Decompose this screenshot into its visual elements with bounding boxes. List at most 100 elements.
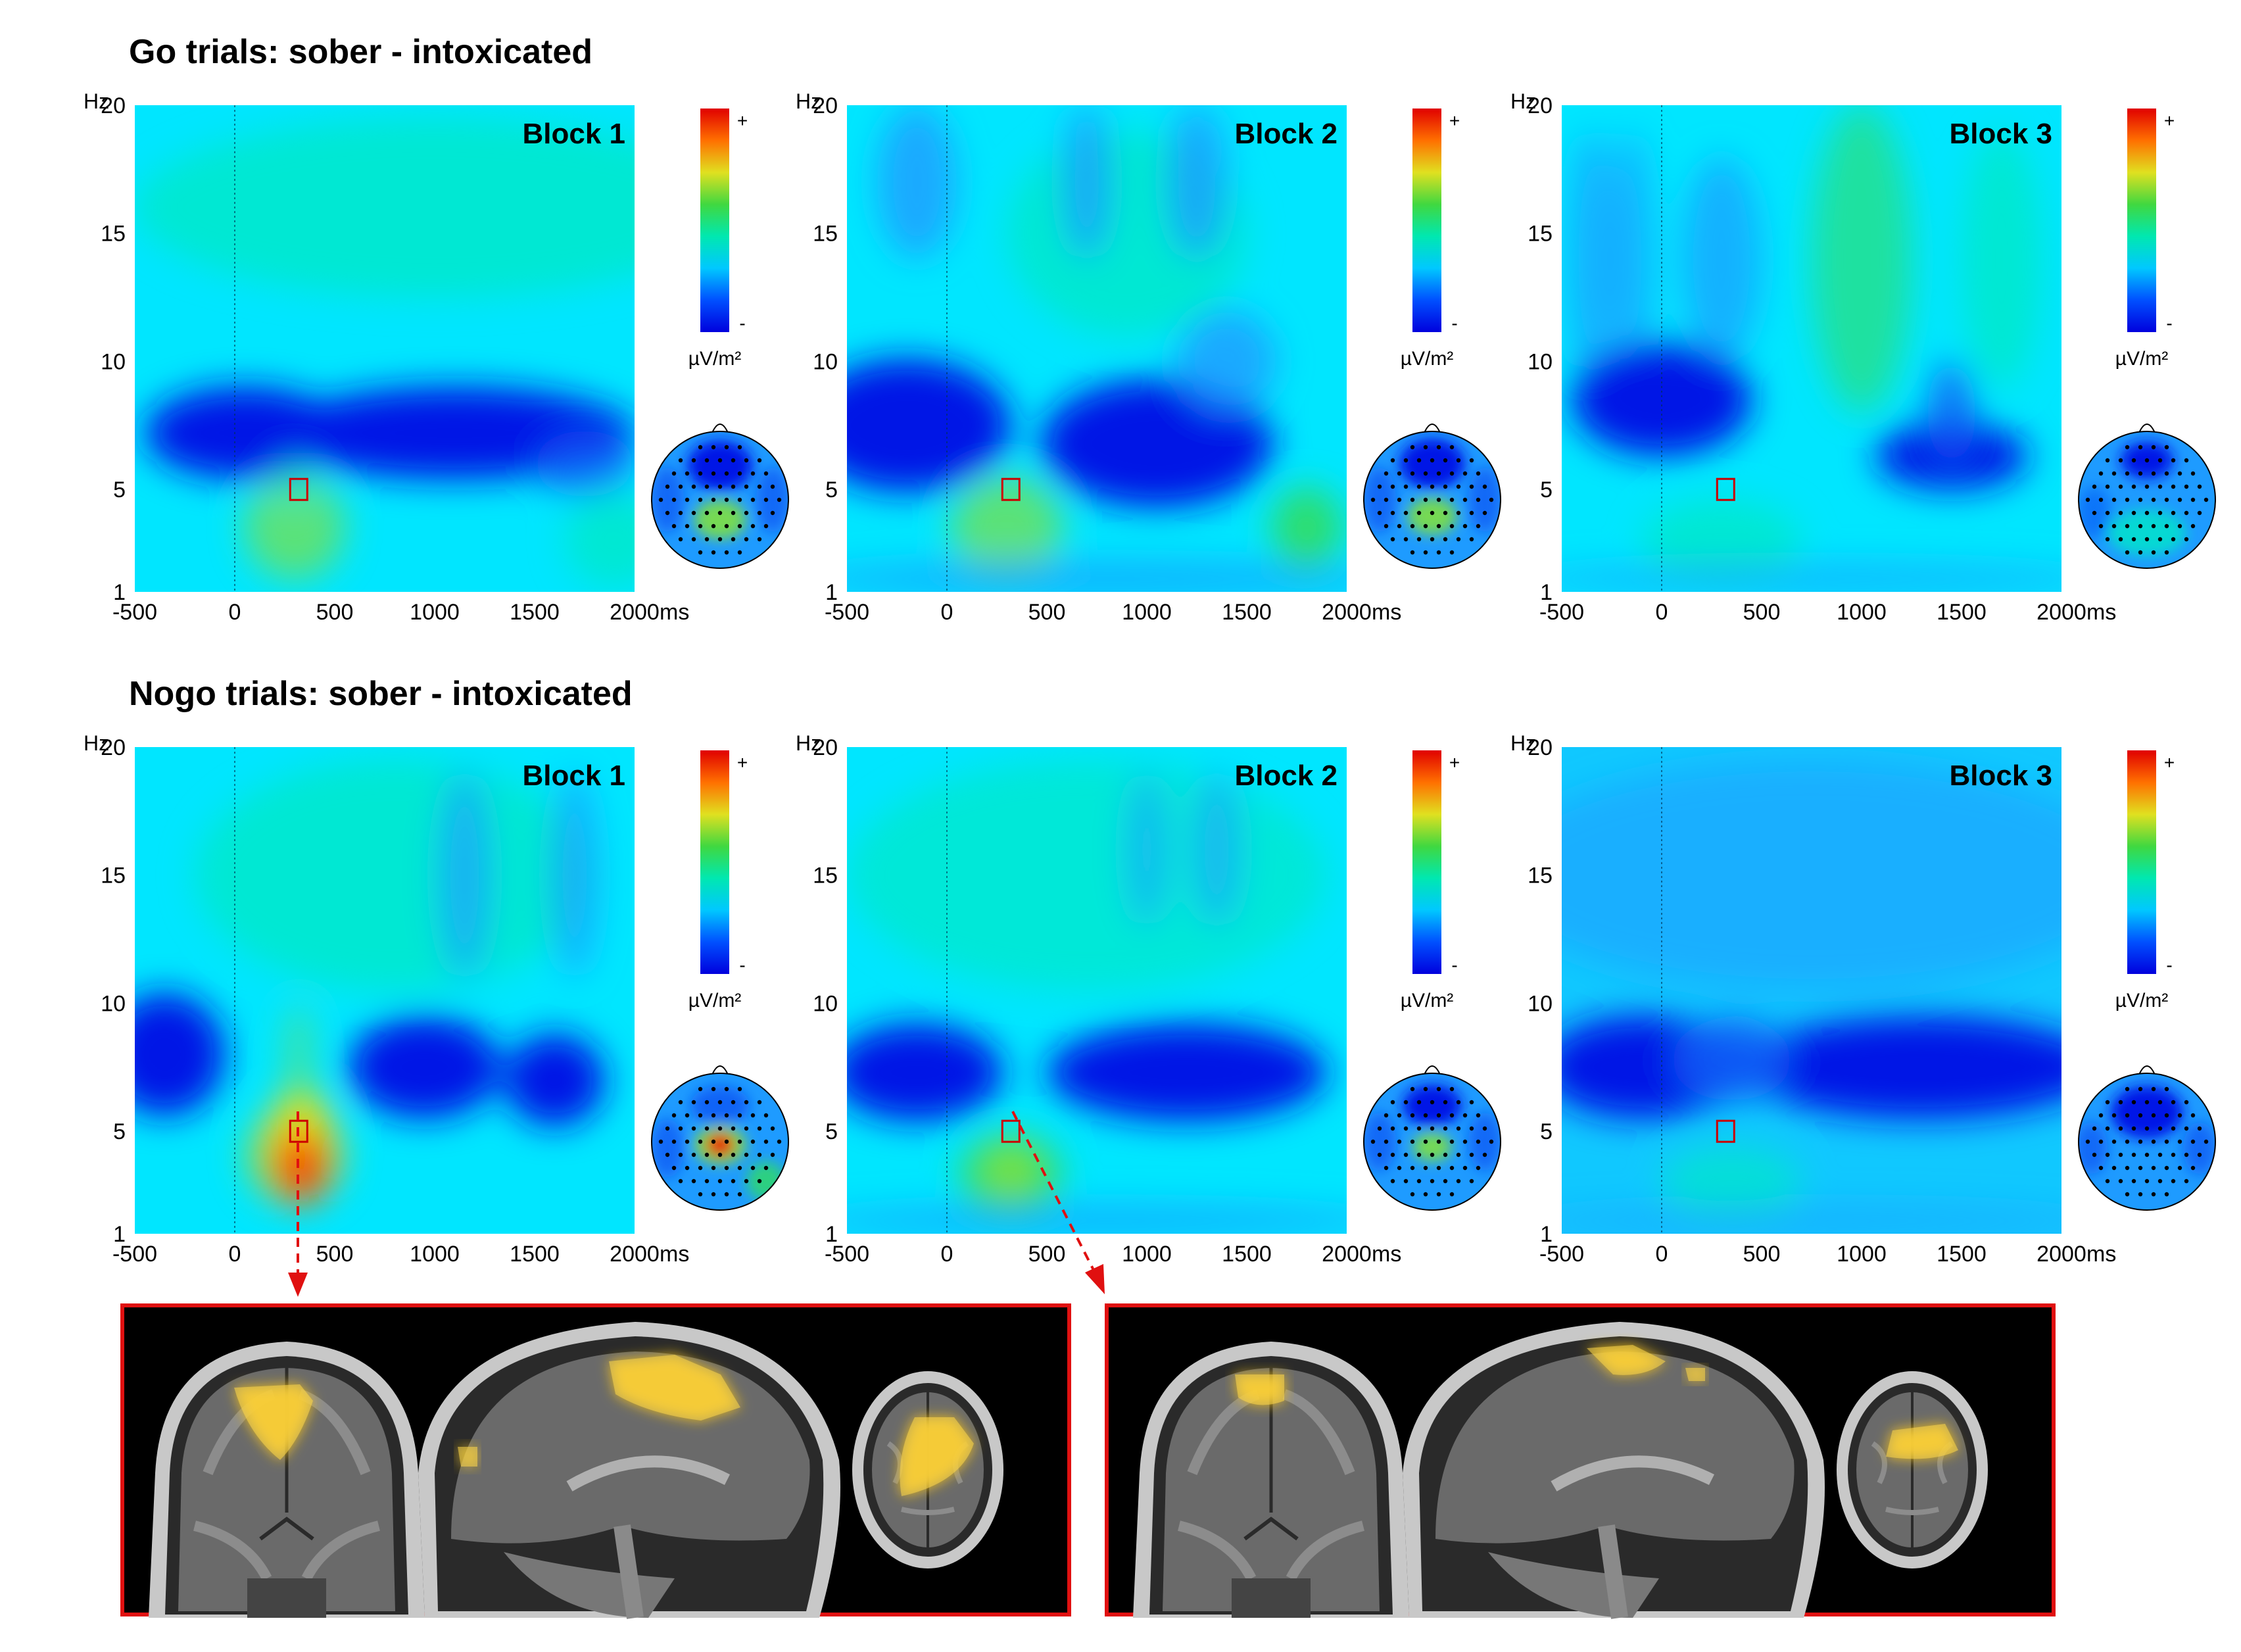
colorbar-min-label: -	[2166, 955, 2172, 975]
x-tick-label: -500	[112, 600, 157, 625]
y-tick-label: 5	[1540, 477, 1553, 502]
x-tick-label: 0	[1656, 1242, 1668, 1267]
y-unit-label: Hz	[84, 731, 109, 755]
y-tick-label: 20	[101, 93, 126, 118]
scalp-topography	[2078, 424, 2216, 569]
x-tick-label: 500	[1743, 600, 1781, 625]
x-tick-label: 2000	[1322, 1242, 1372, 1267]
colorbar	[1412, 750, 1441, 974]
x-tick-label: 0	[941, 600, 953, 625]
scalp-topography	[1363, 424, 1501, 569]
colorbar-max-label: +	[737, 110, 748, 131]
roi-box	[1716, 477, 1735, 501]
coronal-slice	[149, 1342, 425, 1618]
colorbar-unit: µV/m²	[2115, 348, 2169, 370]
nogo-row-title: Nogo trials: sober - intoxicated	[129, 675, 633, 713]
block-label: Block 1	[522, 118, 625, 150]
colorbar	[700, 109, 729, 332]
y-tick-label: 5	[113, 477, 126, 502]
y-tick-label: 20	[813, 735, 838, 760]
x-tick-label: -500	[825, 600, 869, 625]
y-tick-label: 15	[101, 222, 126, 247]
x-tick-label: 2000	[2036, 600, 2086, 625]
y-tick-label: 15	[813, 222, 838, 247]
axial-slice	[1837, 1371, 1988, 1568]
y-tick-label: 10	[101, 349, 126, 374]
coronal-slice	[1133, 1342, 1409, 1618]
activation-core	[1235, 1374, 1284, 1405]
colorbar-min-label: -	[739, 955, 745, 975]
colorbar-unit: µV/m²	[1401, 990, 1454, 1011]
roi-box	[289, 1119, 308, 1143]
colorbar	[700, 750, 729, 974]
block-label: Block 3	[1949, 760, 2052, 792]
heatmap	[135, 747, 635, 1234]
y-unit-label: Hz	[1510, 89, 1536, 113]
x-unit-label: ms	[660, 600, 689, 625]
y-tick-label: 5	[825, 477, 838, 502]
roi-box	[1001, 1119, 1021, 1143]
x-tick-label: 0	[229, 600, 241, 625]
y-tick-label: 20	[813, 93, 838, 118]
x-tick-label: 1500	[1937, 1242, 1987, 1267]
scalp-topography	[1363, 1065, 1501, 1211]
y-tick-label: 10	[1528, 991, 1553, 1016]
y-tick-label: 15	[1528, 863, 1553, 888]
x-unit-label: ms	[1372, 1242, 1401, 1267]
x-tick-label: -500	[1539, 600, 1584, 625]
activation-core	[234, 1384, 313, 1460]
x-unit-label: ms	[2086, 1242, 2116, 1267]
colorbar	[1412, 109, 1441, 332]
y-unit-label: Hz	[1510, 731, 1536, 755]
colorbar	[2127, 109, 2156, 332]
activation-core	[900, 1417, 974, 1496]
colorbar-min-label: -	[1451, 313, 1457, 333]
x-tick-label: 500	[1028, 1242, 1066, 1267]
x-tick-label: 1500	[1222, 1242, 1272, 1267]
colorbar-unit: µV/m²	[688, 990, 742, 1011]
x-tick-label: 1000	[410, 1242, 460, 1267]
colorbar-max-label: +	[1449, 752, 1460, 773]
x-unit-label: ms	[1372, 600, 1401, 625]
x-tick-label: 2000	[610, 600, 660, 625]
x-tick-label: 2000	[2036, 1242, 2086, 1267]
y-unit-label: Hz	[84, 89, 109, 113]
x-tick-label: 500	[1743, 1242, 1781, 1267]
activation-core	[1685, 1368, 1705, 1381]
sagittal-slice	[418, 1322, 840, 1619]
y-tick-label: 15	[813, 863, 838, 888]
scalp-topography	[651, 1065, 789, 1211]
x-tick-label: 2000	[610, 1242, 660, 1267]
block-label: Block 3	[1949, 118, 2052, 150]
colorbar-max-label: +	[2164, 110, 2175, 131]
x-tick-label: 500	[316, 600, 354, 625]
x-tick-label: 500	[316, 1242, 354, 1267]
x-tick-label: -500	[1539, 1242, 1584, 1267]
y-tick-label: 10	[813, 991, 838, 1016]
y-tick-label: 10	[101, 991, 126, 1016]
y-tick-label: 1	[113, 580, 126, 605]
block-label: Block 1	[522, 760, 625, 792]
y-unit-label: Hz	[796, 89, 821, 113]
x-tick-label: 0	[229, 1242, 241, 1267]
activation-core	[1886, 1424, 1958, 1459]
y-tick-label: 1	[1540, 1222, 1553, 1247]
y-tick-label: 20	[101, 735, 126, 760]
y-tick-label: 1	[825, 1222, 838, 1247]
y-tick-label: 20	[1528, 93, 1553, 118]
block-label: Block 2	[1234, 760, 1337, 792]
x-tick-label: 0	[941, 1242, 953, 1267]
x-tick-label: 1500	[510, 1242, 560, 1267]
colorbar-max-label: +	[1449, 110, 1460, 131]
activation-core	[1587, 1345, 1666, 1375]
y-tick-label: 1	[825, 580, 838, 605]
x-tick-label: 0	[1656, 600, 1668, 625]
go-row-title: Go trials: sober - intoxicated	[129, 33, 592, 71]
x-tick-label: 1000	[1122, 600, 1172, 625]
